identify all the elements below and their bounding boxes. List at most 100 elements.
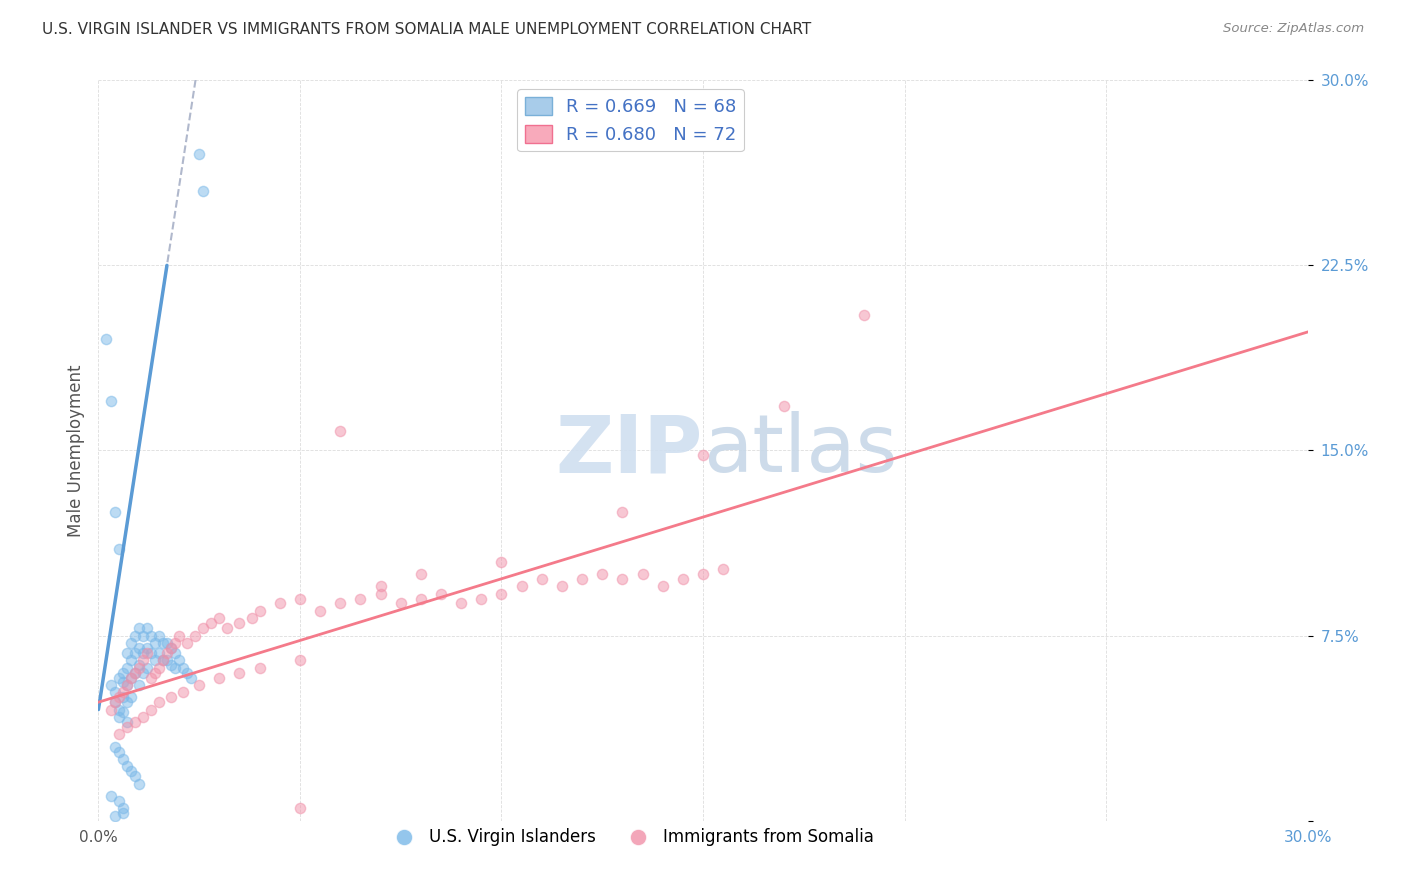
Point	[349, 591, 371, 606]
Point	[111, 806, 134, 821]
Point	[329, 424, 352, 438]
Point	[103, 739, 125, 754]
Point	[288, 801, 311, 815]
Point	[143, 636, 166, 650]
Point	[120, 653, 142, 667]
Point	[148, 628, 170, 642]
Point	[111, 690, 134, 705]
Point	[115, 678, 138, 692]
Point	[124, 769, 146, 783]
Point	[269, 597, 291, 611]
Text: ZIP: ZIP	[555, 411, 703, 490]
Y-axis label: Male Unemployment: Male Unemployment	[66, 364, 84, 537]
Point	[329, 597, 352, 611]
Text: atlas: atlas	[703, 411, 897, 490]
Point	[111, 801, 134, 815]
Point	[135, 621, 157, 635]
Point	[193, 184, 215, 198]
Point	[96, 332, 118, 346]
Point	[148, 646, 170, 660]
Point	[612, 505, 634, 519]
Point	[240, 611, 263, 625]
Point	[530, 572, 553, 586]
Point	[249, 660, 271, 674]
Point	[115, 714, 138, 729]
Point	[115, 646, 138, 660]
Point	[651, 579, 673, 593]
Point	[591, 566, 613, 581]
Point	[128, 678, 150, 692]
Point	[409, 566, 432, 581]
Point	[107, 710, 129, 724]
Point	[107, 745, 129, 759]
Point	[167, 653, 190, 667]
Point	[103, 695, 125, 709]
Point	[135, 640, 157, 655]
Point	[160, 640, 183, 655]
Point	[107, 703, 129, 717]
Point	[160, 640, 183, 655]
Point	[107, 671, 129, 685]
Point	[551, 579, 574, 593]
Point	[180, 671, 202, 685]
Point	[389, 597, 412, 611]
Point	[152, 653, 174, 667]
Point	[692, 566, 714, 581]
Point	[135, 660, 157, 674]
Point	[132, 665, 155, 680]
Point	[450, 597, 472, 611]
Point	[139, 628, 162, 642]
Point	[128, 776, 150, 791]
Point	[430, 586, 453, 600]
Point	[176, 636, 198, 650]
Point	[111, 665, 134, 680]
Point	[612, 572, 634, 586]
Point	[163, 660, 186, 674]
Point	[103, 685, 125, 699]
Point	[409, 591, 432, 606]
Point	[107, 794, 129, 808]
Point	[309, 604, 332, 618]
Point	[124, 646, 146, 660]
Point	[208, 671, 231, 685]
Point	[160, 658, 183, 673]
Point	[172, 685, 194, 699]
Point	[100, 789, 122, 803]
Point	[156, 653, 179, 667]
Point	[470, 591, 492, 606]
Point	[132, 628, 155, 642]
Point	[103, 505, 125, 519]
Point	[132, 653, 155, 667]
Point	[111, 685, 134, 699]
Point	[370, 586, 392, 600]
Point	[672, 572, 695, 586]
Point	[772, 399, 794, 413]
Point	[115, 695, 138, 709]
Point	[571, 572, 593, 586]
Point	[128, 660, 150, 674]
Point	[107, 542, 129, 557]
Point	[111, 675, 134, 690]
Point	[711, 562, 734, 576]
Point	[491, 555, 513, 569]
Point	[172, 660, 194, 674]
Point	[148, 660, 170, 674]
Point	[120, 671, 142, 685]
Point	[111, 752, 134, 766]
Point	[176, 665, 198, 680]
Point	[139, 646, 162, 660]
Point	[249, 604, 271, 618]
Point	[124, 628, 146, 642]
Point	[103, 808, 125, 822]
Point	[143, 653, 166, 667]
Point	[128, 658, 150, 673]
Point	[208, 611, 231, 625]
Point	[139, 671, 162, 685]
Point	[491, 586, 513, 600]
Point	[184, 628, 207, 642]
Point	[120, 636, 142, 650]
Point	[163, 636, 186, 650]
Point	[120, 690, 142, 705]
Point	[188, 147, 211, 161]
Point	[120, 671, 142, 685]
